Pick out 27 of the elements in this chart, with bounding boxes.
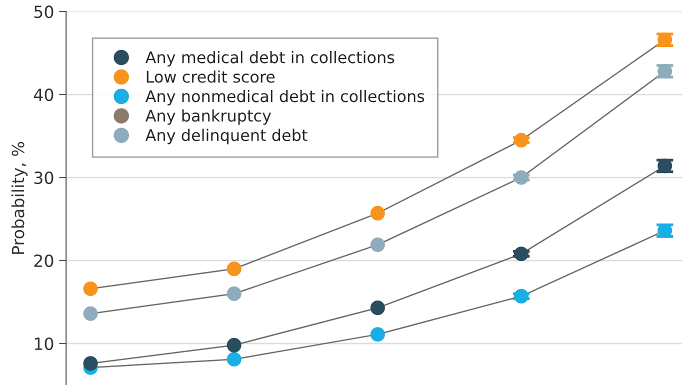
point [658,64,672,79]
y-tick-label: 40 [34,88,54,102]
y-tick-label: 30 [34,171,54,184]
point [226,352,242,367]
y-tick-label: 20 [34,254,54,268]
point [514,288,529,304]
y-tick-label: 50 [34,6,54,18]
legend-label: Any nonmedical debt in collections [145,90,424,106]
y-axis-title: Probability, % [11,142,28,254]
legend-label: Any delinquent debt [145,128,308,144]
point [370,327,385,342]
legend-label: Any medical debt in collections [145,50,394,66]
point [226,338,242,352]
point [226,262,242,276]
point [514,132,529,148]
point [370,237,385,252]
point [514,170,529,185]
point [83,281,98,296]
y-tick-label: 10 [34,337,54,350]
legend-label: Any bankruptcy [145,109,272,125]
point [370,300,385,316]
point [226,286,242,301]
point [83,356,98,371]
point [83,306,98,321]
point [514,246,529,262]
legend-label: Low credit score [146,70,275,83]
point [370,206,385,220]
